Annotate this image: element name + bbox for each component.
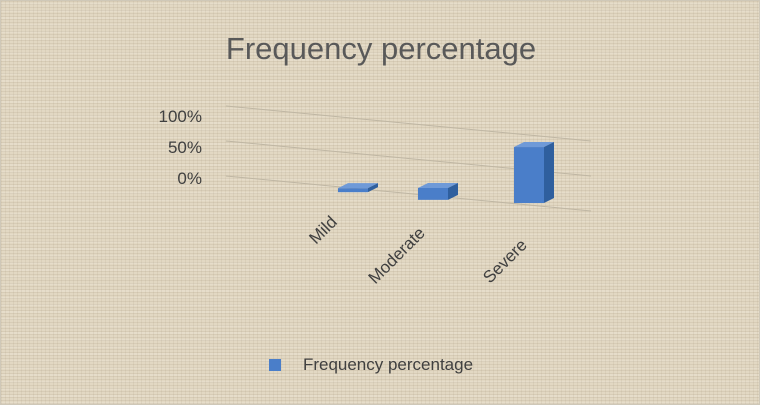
- bar: [514, 147, 544, 204]
- x-tick-label: Mild: [305, 212, 340, 247]
- bar: [338, 188, 368, 193]
- x-tick-label: Severe: [479, 235, 531, 287]
- y-tick-label: 100%: [159, 107, 202, 126]
- bar-top: [514, 142, 554, 148]
- gridline: [225, 175, 592, 212]
- legend-label: Frequency percentage: [302, 355, 474, 374]
- x-tick-label: Moderate: [365, 223, 429, 287]
- legend: Frequency percentage: [1, 355, 760, 375]
- bar-top: [418, 182, 458, 188]
- bar-side: [368, 183, 378, 193]
- y-tick-label: 0%: [177, 169, 202, 188]
- bar-top: [338, 183, 378, 189]
- legend-swatch: [268, 359, 281, 371]
- bar-side: [448, 182, 458, 200]
- chart-title: Frequency percentage: [225, 31, 537, 66]
- bar-side: [544, 142, 554, 204]
- y-tick-label: 50%: [168, 138, 202, 157]
- gridline: [225, 105, 592, 142]
- bar: [418, 187, 448, 200]
